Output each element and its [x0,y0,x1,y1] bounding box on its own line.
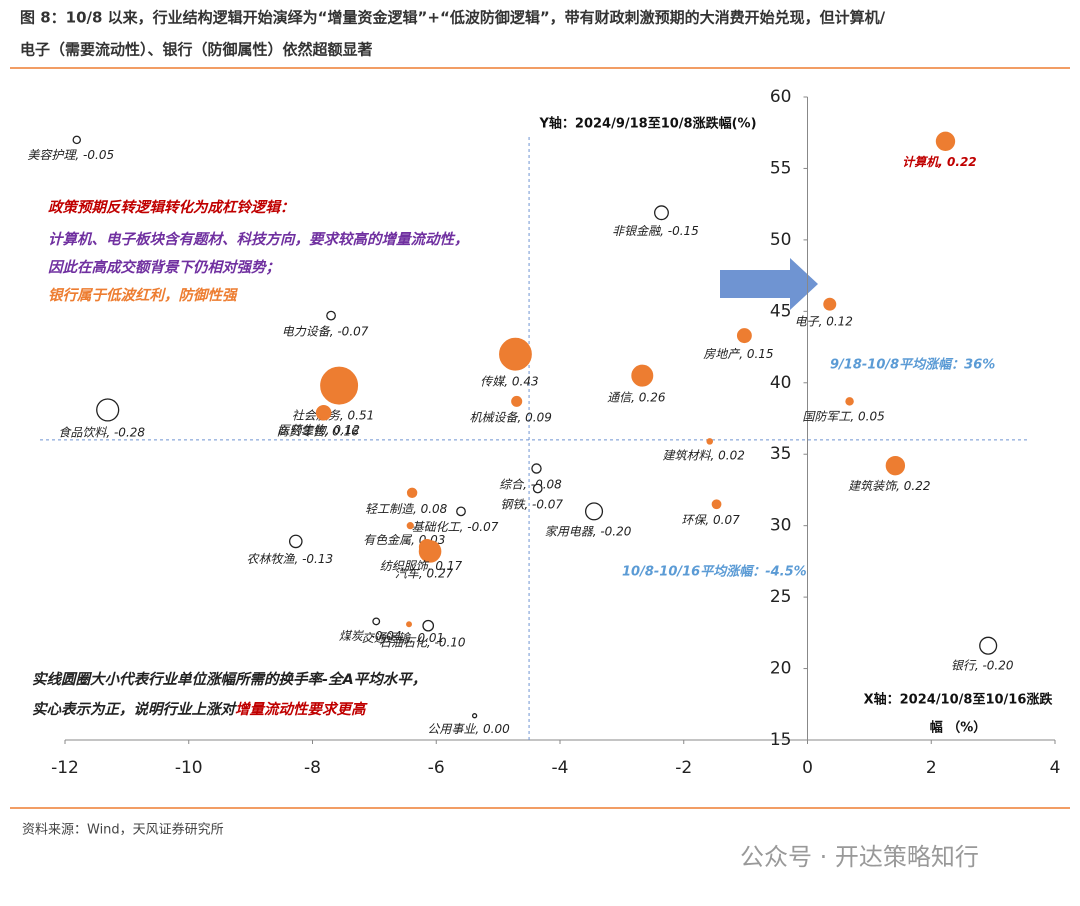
bubble [288,534,303,549]
bubble [845,397,854,406]
data-label: 银行, -0.20 [951,659,1014,673]
data-label: 传媒, 0.43 [480,374,538,388]
bubble [406,621,412,628]
y-tick-label: 35 [770,444,792,464]
bubble [372,617,381,626]
bubble [532,483,543,494]
data-label: 综合, -0.08 [499,478,562,492]
data-label: 食品饮料, -0.28 [58,425,145,439]
reference-label: 9/18-10/8平均涨幅：36% [830,357,995,373]
data-label: 钢铁, -0.07 [500,497,563,511]
x-tick-label: 2 [926,758,937,778]
data-label: 建筑装饰, 0.22 [848,479,930,493]
bubble [979,636,998,655]
x-axis-title: X轴：2024/10/8至10/16涨跌 [864,692,1054,708]
x-tick-label: -8 [304,758,321,778]
data-label: 公用事业, 0.00 [427,722,510,736]
data-label: 农林牧渔, -0.13 [246,552,333,566]
bubble [456,506,466,517]
y-axis-title: Y轴：2024/9/18至10/8涨跌幅(%) [538,116,756,132]
data-label: 交通运输, 0.01 [362,631,444,645]
bubble [706,438,714,445]
x-tick-label: -10 [175,758,203,778]
data-label: 电子, 0.12 [795,315,853,329]
bubble [418,539,436,556]
data-label: 社会服务, 0.51 [292,408,374,422]
data-label: 房地产, 0.15 [703,347,773,361]
note: 计算机、电子板块含有题材、科技方向，要求较高的增量流动性， [48,231,469,248]
data-label: 非银金融, -0.15 [612,224,699,238]
data-label: 汽车, 0.27 [395,567,454,581]
bubble [318,406,332,420]
data-label: 医药生物, 0.12 [278,423,360,437]
data-label: 轻工制造, 0.08 [365,502,448,516]
source: 资料来源：Wind，天风证券研究所 [22,822,224,838]
bubble [499,337,532,371]
bubble [326,310,336,321]
bubble [422,619,435,632]
x-axis-title: 幅 （%） [930,720,987,736]
bubble [96,398,120,422]
bubble [320,366,359,405]
data-label: 建筑材料, 0.02 [663,449,745,463]
bubble [631,364,654,387]
data-label: 国防军工, 0.05 [802,409,884,423]
bubble [406,522,414,530]
y-tick-label: 55 [770,158,792,178]
data-label: 商贸零售, 0.16 [276,424,359,438]
title: 图 8：10/8 以来，行业结构逻辑开始演绎为“增量资金逻辑”+“低波防御逻辑”… [20,9,886,27]
bubble [531,463,542,474]
data-label: 环保, 0.07 [681,513,740,527]
note: 实心表示为正，说明行业上涨对增量流动性要求更高 [32,701,368,718]
data-label: 纺织服饰, 0.17 [380,559,463,573]
data-label: 基础化工, -0.07 [412,520,499,534]
bubble [823,297,837,311]
y-tick-label: 20 [770,659,792,679]
y-tick-label: 15 [770,730,792,750]
y-tick-label: 40 [770,373,792,393]
data-label: 家用电器, -0.20 [545,524,632,538]
y-tick-label: 30 [770,516,792,536]
x-tick-label: 0 [802,758,813,778]
data-label: 通信, 0.26 [607,390,666,404]
bubble [654,205,669,221]
data-label: 煤炭, -0.04 [339,629,402,643]
data-label: 石油石化, -0.10 [379,635,466,649]
bubble [711,499,722,510]
title: 电子（需要流动性）、银行（防御属性）依然超额显著 [20,41,373,59]
data-label: 美容护理, -0.05 [27,148,114,162]
bubble [72,135,82,145]
x-tick-label: -12 [51,758,79,778]
note: 实线圆圈大小代表行业单位涨幅所需的换手率-全A平均水平， [32,671,426,688]
x-tick-label: -2 [675,758,692,778]
bubble [584,502,604,521]
data-label: 电力设备, -0.07 [282,324,369,338]
bubble [935,131,956,151]
y-tick-label: 60 [770,87,792,107]
x-tick-label: -6 [428,758,445,778]
arrow [720,258,818,310]
bubble [736,328,752,344]
note: 政策预期反转逻辑转化为成杠铃逻辑： [48,199,295,216]
note: 银行属于低波红利，防御性强 [48,287,238,304]
bubble [885,455,906,476]
bubble [406,487,418,499]
x-tick-label: 4 [1050,758,1061,778]
x-tick-label: -4 [552,758,569,778]
reference-label: 10/8-10/16平均涨幅：-4.5% [622,564,807,580]
data-label: 机械设备, 0.09 [470,411,552,425]
data-label: 计算机, 0.22 [902,155,976,169]
watermark: 公众号 · 开达策略知行 [740,843,979,871]
y-tick-label: 50 [770,230,792,250]
bubble [511,395,523,407]
y-tick-label: 45 [770,301,792,321]
bubble [471,713,478,719]
y-tick-label: 25 [770,587,792,607]
note: 因此在高成交额背景下仍相对强势； [48,259,280,276]
